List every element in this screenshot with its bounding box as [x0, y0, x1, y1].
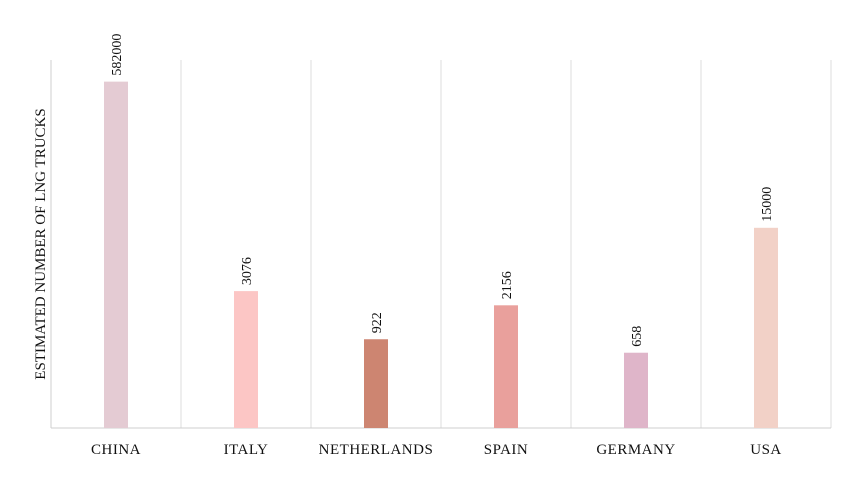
value-label-germany: 658	[630, 326, 645, 347]
value-label-china: 582000	[110, 34, 125, 76]
x-tick-label-spain: SPAIN	[484, 442, 528, 458]
x-tick-labels: CHINA ITALY NETHERLANDS SPAIN GERMANY USA	[91, 442, 782, 458]
x-tick-label-italy: ITALY	[224, 442, 269, 458]
bar-italy	[234, 291, 258, 428]
y-axis-title: ESTIMATED NUMBER OF LNG TRUCKS	[33, 108, 49, 379]
bar-spain	[494, 305, 518, 428]
value-label-usa: 15000	[760, 187, 775, 222]
bar-netherlands	[364, 339, 388, 428]
category-separators	[50, 60, 832, 428]
x-tick-label-netherlands: NETHERLANDS	[319, 442, 434, 458]
bar-usa	[754, 227, 778, 428]
bar-china	[104, 81, 128, 429]
bars	[104, 81, 778, 429]
value-label-italy: 3076	[240, 257, 255, 285]
value-labels: 582000 3076 922 2156 658 15000	[110, 34, 775, 347]
value-label-netherlands: 922	[370, 312, 385, 333]
value-label-spain: 2156	[500, 271, 515, 299]
x-tick-label-china: CHINA	[91, 442, 141, 458]
bar-germany	[624, 352, 648, 428]
x-tick-label-usa: USA	[750, 442, 782, 458]
x-tick-label-germany: GERMANY	[596, 442, 675, 458]
